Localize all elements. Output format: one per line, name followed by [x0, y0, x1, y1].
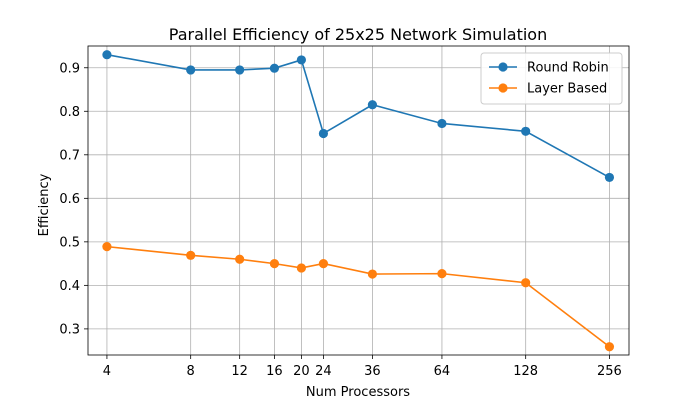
- y-tick-label: 0.5: [59, 235, 80, 250]
- legend-label: Layer Based: [527, 82, 607, 97]
- y-tick-label: 0.3: [59, 322, 80, 337]
- series-line-layer-based: [106, 245, 610, 348]
- data-point-layer-based: [269, 259, 280, 269]
- data-point-layer-based: [102, 242, 112, 252]
- axis-ticks: 4 8 12 16 20 24 36 64 128 256 0.3 0.4 0.5 0.6 0.7 0.8 0.…: [59, 61, 622, 379]
- x-tick-label: 24: [315, 364, 332, 379]
- data-point-layer-based: [604, 342, 615, 352]
- series-round-robin: [102, 50, 615, 183]
- x-tick-label: 36: [364, 364, 381, 379]
- data-point-round-robin: [521, 126, 531, 136]
- legend: Round Robin Layer Based: [480, 52, 623, 105]
- data-point-round-robin: [102, 50, 112, 60]
- legend-box: [480, 52, 623, 105]
- x-tick-label: 256: [597, 364, 622, 379]
- data-point-round-robin: [604, 172, 615, 183]
- plot-area-frame: [87, 45, 630, 356]
- y-tick-label: 0.7: [59, 148, 80, 163]
- y-tick-label: 0.4: [59, 279, 80, 294]
- series-layer-based: [102, 242, 615, 352]
- data-point-layer-based: [296, 263, 306, 273]
- data-point-round-robin: [367, 100, 378, 110]
- data-point-round-robin: [437, 118, 447, 129]
- x-tick-label: 64: [434, 364, 451, 379]
- legend-label: Round Robin: [527, 61, 609, 76]
- x-axis-label: Num Processors: [306, 385, 410, 400]
- legend-item-round-robin: Round Robin: [489, 61, 609, 76]
- data-point-layer-based: [521, 278, 531, 288]
- x-tick-label: 16: [266, 364, 283, 379]
- y-tick-label: 0.9: [59, 61, 80, 76]
- y-axis-label: Efficiency: [37, 173, 52, 236]
- legend-marker: [498, 83, 508, 93]
- data-point-layer-based: [437, 269, 447, 279]
- x-tick-label: 4: [103, 364, 111, 379]
- legend-marker: [498, 62, 508, 72]
- data-point-layer-based: [367, 269, 378, 279]
- data-point-round-robin: [318, 128, 329, 139]
- legend-item-layer-based: Layer Based: [489, 82, 607, 97]
- data-point-round-robin: [296, 55, 306, 65]
- data-point-round-robin: [269, 63, 280, 73]
- x-tick-label: 8: [187, 364, 195, 379]
- data-point-layer-based: [186, 250, 196, 260]
- series-line-round-robin: [106, 53, 610, 179]
- x-tick-label: 20: [293, 364, 310, 379]
- data-point-round-robin: [235, 65, 245, 75]
- data-point-layer-based: [235, 254, 245, 264]
- y-tick-label: 0.8: [59, 105, 80, 120]
- data-point-round-robin: [186, 65, 196, 75]
- x-tick-label: 12: [231, 364, 248, 379]
- chart-title: Parallel Efficiency of 25x25 Network Sim…: [169, 25, 547, 44]
- data-point-layer-based: [318, 259, 329, 269]
- x-tick-label: 128: [513, 364, 538, 379]
- y-tick-label: 0.6: [59, 192, 80, 207]
- series-group: [102, 50, 615, 352]
